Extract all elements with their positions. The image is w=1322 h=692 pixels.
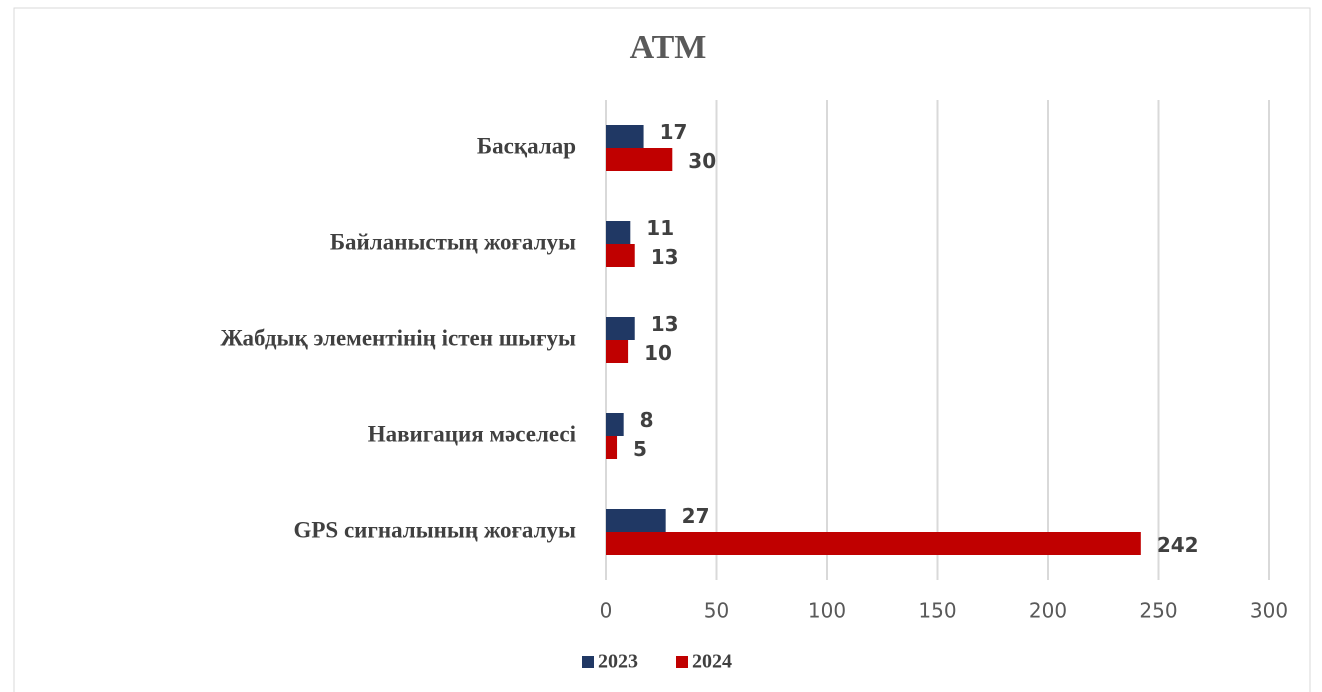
data-label: 30 bbox=[688, 149, 716, 173]
x-tick-label: 0 bbox=[600, 599, 613, 623]
legend-swatch bbox=[582, 656, 594, 668]
data-label: 10 bbox=[644, 341, 672, 365]
bar bbox=[606, 436, 618, 459]
x-tick-label: 150 bbox=[918, 599, 956, 623]
x-tick-label: 50 bbox=[704, 599, 729, 623]
chart-frame bbox=[13, 7, 1311, 692]
bar bbox=[606, 340, 629, 363]
legend-label: 2023 bbox=[598, 651, 638, 673]
x-tick-label: 100 bbox=[808, 599, 846, 623]
bar bbox=[606, 148, 673, 171]
bar bbox=[606, 244, 635, 267]
bar bbox=[606, 509, 666, 532]
data-label: 8 bbox=[640, 408, 654, 432]
x-tick-label: 300 bbox=[1250, 599, 1288, 623]
legend-label: 2024 bbox=[692, 651, 732, 673]
y-tick-label: GPS сигналының жоғалуы bbox=[293, 517, 576, 542]
chart-title: ATM bbox=[630, 29, 707, 66]
bar bbox=[606, 532, 1141, 555]
y-tick-label: Навигация мәселесі bbox=[368, 421, 577, 446]
y-tick-label: Байланыстың жоғалуы bbox=[330, 229, 576, 254]
x-tick-label: 200 bbox=[1029, 599, 1067, 623]
data-label: 11 bbox=[646, 216, 674, 240]
bar bbox=[606, 125, 644, 148]
bar bbox=[606, 413, 624, 436]
data-label: 242 bbox=[1157, 533, 1199, 557]
data-label: 17 bbox=[660, 120, 688, 144]
data-label: 5 bbox=[633, 437, 647, 461]
x-tick-label: 250 bbox=[1139, 599, 1177, 623]
bar bbox=[606, 317, 635, 340]
bar bbox=[606, 221, 631, 244]
y-tick-label: Жабдық элементінің істен шығуы bbox=[220, 325, 576, 350]
data-label: 27 bbox=[682, 504, 710, 528]
legend-swatch bbox=[676, 656, 688, 668]
data-label: 13 bbox=[651, 312, 679, 336]
data-label: 13 bbox=[651, 245, 679, 269]
y-tick-label: Басқалар bbox=[477, 133, 576, 158]
